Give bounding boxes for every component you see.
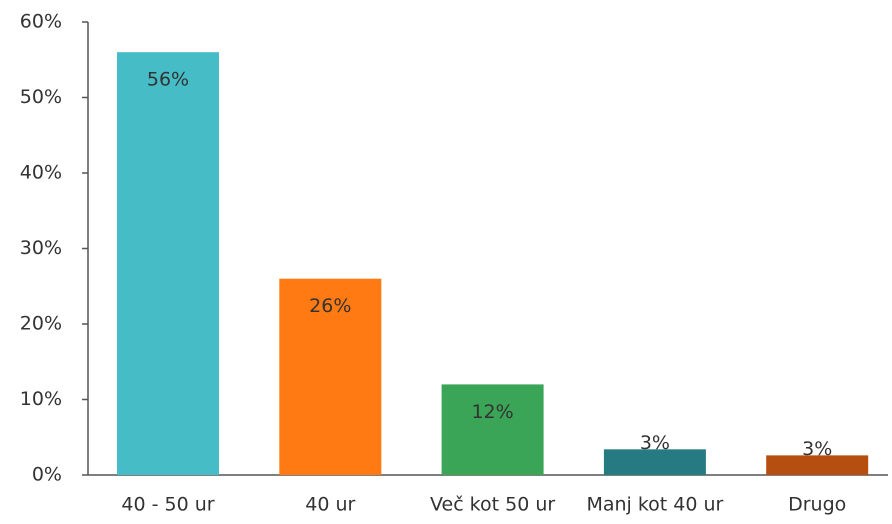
y-tick-label: 30% <box>20 237 62 259</box>
data-label: 3% <box>802 438 832 460</box>
bar <box>766 455 869 475</box>
data-label: 56% <box>147 69 189 91</box>
x-tick-label: 40 ur <box>305 494 355 516</box>
x-tick-label: Drugo <box>788 494 846 516</box>
y-tick-label: 60% <box>20 11 62 33</box>
y-tick-label: 50% <box>20 86 62 108</box>
bar <box>441 384 544 475</box>
bar <box>117 52 219 475</box>
y-tick-label: 10% <box>20 388 62 410</box>
x-tick-label: Več kot 50 ur <box>430 494 555 516</box>
y-tick-label: 20% <box>20 313 62 335</box>
bar <box>603 449 706 475</box>
x-tick-label: Manj kot 40 ur <box>586 494 723 516</box>
bar <box>279 278 382 475</box>
data-label: 3% <box>640 432 670 454</box>
data-label: 26% <box>309 295 351 317</box>
data-label: 12% <box>471 401 513 423</box>
x-tick-label: 40 - 50 ur <box>121 494 214 516</box>
y-tick-label: 0% <box>32 464 62 486</box>
y-tick-label: 40% <box>20 162 62 184</box>
